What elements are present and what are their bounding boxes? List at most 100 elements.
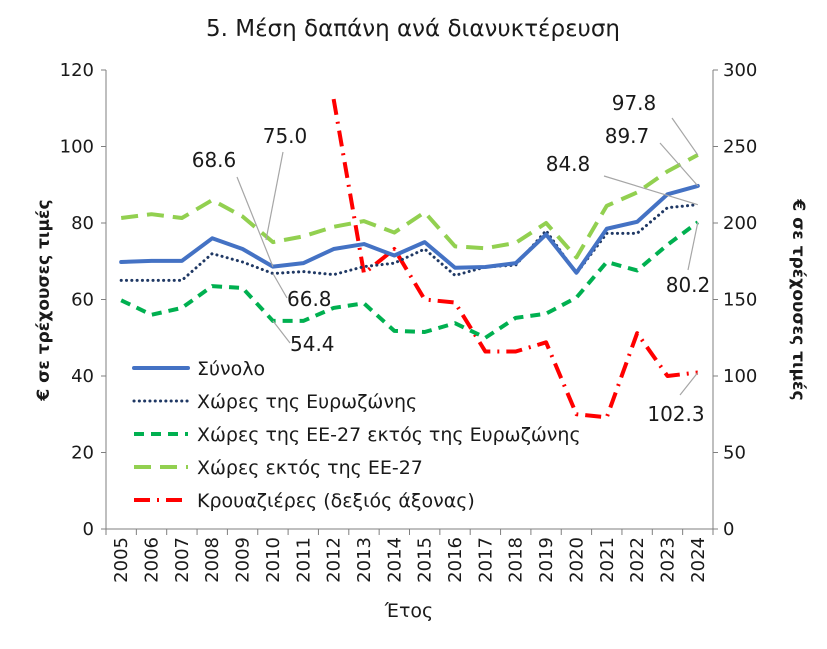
annotation-label: 102.3 bbox=[647, 402, 704, 426]
series-0-point bbox=[149, 259, 153, 263]
annotation-label: 84.8 bbox=[546, 152, 591, 176]
series-0-point bbox=[483, 265, 487, 269]
y-tick-label-left: 20 bbox=[71, 443, 94, 464]
series-1-point bbox=[392, 261, 396, 265]
y-tick-label-left: 40 bbox=[71, 366, 94, 387]
annotation-leader bbox=[671, 117, 699, 156]
series-4-point bbox=[574, 412, 578, 416]
series-4-point bbox=[331, 97, 335, 101]
series-4-point bbox=[605, 415, 609, 419]
series-3-point bbox=[392, 230, 396, 234]
series-0-point bbox=[635, 220, 639, 224]
series-2-point bbox=[392, 329, 396, 333]
series-2-point bbox=[149, 313, 153, 317]
y-tick-label-left: 60 bbox=[71, 290, 94, 311]
legend-label: Χώρες της ΕΕ-27 εκτός της Ευρωζώνης bbox=[197, 424, 581, 446]
series-2-point bbox=[453, 321, 457, 325]
y-axis-title-right: € σε τρέχουσες τιμές bbox=[788, 198, 808, 400]
annotation-leader bbox=[679, 372, 699, 396]
x-tick-label: 2019 bbox=[536, 537, 557, 583]
series-1-line bbox=[119, 203, 700, 282]
series-2-point bbox=[422, 330, 426, 334]
x-tick-label: 2018 bbox=[506, 537, 527, 583]
y-tick-label-right: 0 bbox=[723, 519, 734, 540]
x-tick-label: 2014 bbox=[384, 537, 405, 583]
series-0-point bbox=[119, 260, 123, 264]
series-3-point bbox=[544, 221, 548, 225]
y-tick-label-right: 250 bbox=[723, 137, 757, 158]
x-tick-label: 2023 bbox=[657, 537, 678, 583]
annotation-label: 54.4 bbox=[290, 332, 335, 356]
series-0-point bbox=[301, 261, 305, 265]
annotation-leader bbox=[272, 320, 291, 344]
series-2-point bbox=[240, 286, 244, 290]
series-3-point bbox=[180, 216, 184, 220]
series-4-line bbox=[331, 98, 699, 420]
legend-label: Σύνολο bbox=[197, 358, 265, 380]
annotation-layer: 68.6 75.0 66.8 54.4 97.8 89.7 84.8 80.2 102.3 bbox=[192, 91, 711, 426]
y-tick-label-left: 80 bbox=[71, 213, 94, 234]
x-tick-label: 2009 bbox=[233, 537, 254, 583]
legend: Σύνολο Χώρες της Ευρωζώνης Χώρες της ΕΕ-27… bbox=[132, 358, 581, 512]
x-tick-label: 2016 bbox=[445, 537, 466, 583]
series-layer bbox=[119, 97, 700, 420]
y-tick-label-right: 50 bbox=[723, 443, 746, 464]
series-1-point bbox=[210, 251, 214, 255]
series-1-point bbox=[422, 247, 426, 251]
y-tick-label-right: 150 bbox=[723, 290, 757, 311]
series-3-point bbox=[119, 216, 123, 220]
series-4-point bbox=[362, 271, 366, 275]
legend-label: Κρουαζιέρες (δεξιός άξονας) bbox=[197, 490, 475, 512]
series-1-point bbox=[453, 273, 457, 277]
series-3-point bbox=[635, 190, 639, 194]
series-2-line bbox=[120, 220, 700, 340]
annotation-label: 97.8 bbox=[612, 91, 657, 115]
x-tick-label: 2010 bbox=[263, 537, 284, 583]
series-2-point bbox=[362, 301, 366, 305]
series-0-point bbox=[574, 271, 578, 275]
axes: 0 20 40 60 80 100 120 0 50 100 150 200 250 300 2005 200… bbox=[60, 60, 758, 583]
series-1-point bbox=[119, 278, 123, 282]
series-1-point bbox=[240, 260, 244, 264]
series-4-point bbox=[514, 349, 518, 353]
series-1-point bbox=[331, 272, 335, 276]
series-2-point bbox=[301, 319, 305, 323]
series-4-point bbox=[483, 349, 487, 353]
series-1-point bbox=[635, 231, 639, 235]
series-0-point bbox=[331, 247, 335, 251]
series-3-point bbox=[271, 240, 275, 244]
y-tick-label-left: 120 bbox=[60, 60, 94, 81]
series-4-point bbox=[665, 374, 669, 378]
y-axis-title-left: € σε τρέχουσες τιμές bbox=[34, 199, 54, 401]
x-tick-label: 2024 bbox=[688, 537, 709, 583]
y-tick-label-left: 100 bbox=[60, 137, 94, 158]
series-1-point bbox=[149, 278, 153, 282]
series-0-point bbox=[544, 232, 548, 236]
series-4-point bbox=[392, 247, 396, 251]
series-2-point bbox=[514, 316, 518, 320]
y-tick-label-right: 100 bbox=[723, 366, 757, 387]
series-4-point bbox=[635, 331, 639, 335]
series-0-point bbox=[240, 247, 244, 251]
x-tick-label: 2021 bbox=[597, 537, 618, 583]
series-0-point bbox=[392, 253, 396, 257]
y-tick-label-right: 200 bbox=[723, 213, 757, 234]
annotation-leader bbox=[236, 176, 274, 267]
series-0-point bbox=[453, 266, 457, 270]
series-3-point bbox=[240, 214, 244, 218]
series-3-point bbox=[453, 244, 457, 248]
annotation-leader bbox=[603, 175, 699, 206]
annotation-label: 75.0 bbox=[263, 124, 308, 148]
series-2-point bbox=[635, 268, 639, 272]
legend-label: Χώρες της Ευρωζώνης bbox=[197, 391, 417, 413]
x-tick-label: 2008 bbox=[202, 537, 223, 583]
series-2-point bbox=[210, 284, 214, 288]
x-tick-label: 2022 bbox=[627, 537, 648, 583]
series-3-point bbox=[331, 225, 335, 229]
chart-title: 5. Μέση δαπάνη ανά διανυκτέρευση bbox=[206, 16, 620, 42]
x-tick-label: 2006 bbox=[142, 537, 163, 583]
series-4-point bbox=[422, 297, 426, 301]
annotation-leader bbox=[659, 142, 699, 187]
series-0-point bbox=[180, 259, 184, 263]
